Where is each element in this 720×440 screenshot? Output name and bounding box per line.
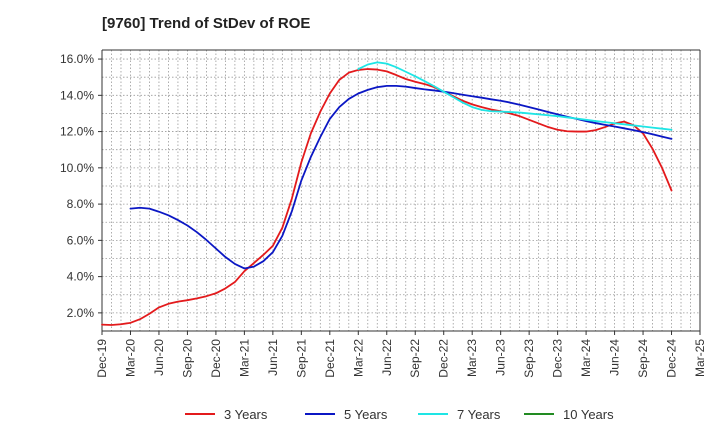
x-tick-label: Mar-20 (123, 339, 137, 377)
y-tick-label: 2.0% (67, 306, 95, 320)
legend: 3 Years 5 Years 7 Years 10 Years (185, 407, 614, 422)
legend-label: 5 Years (344, 407, 388, 422)
x-tick-label: Sep-23 (522, 339, 536, 378)
x-tick-label: Mar-25 (693, 339, 707, 377)
y-tick-label: 8.0% (67, 197, 95, 211)
y-tick-label: 4.0% (67, 270, 95, 284)
x-tick-label: Sep-20 (180, 339, 194, 378)
x-tick-label: Mar-23 (465, 339, 479, 377)
x-tick-label: Dec-19 (95, 339, 109, 378)
legend-item-5-years: 5 Years (305, 407, 388, 422)
x-tick-label: Sep-21 (294, 339, 308, 378)
x-tick-label: Dec-23 (551, 339, 565, 378)
x-tick-label: Jun-22 (380, 339, 394, 376)
x-tick-label: Sep-22 (408, 339, 422, 378)
x-tick-label: Jun-23 (494, 339, 508, 376)
y-tick-label: 10.0% (60, 161, 94, 175)
series-line-3-years (101, 68, 673, 326)
legend-item-3-years: 3 Years (185, 407, 268, 422)
x-tick-label: Dec-22 (437, 339, 451, 378)
y-tick-label: 6.0% (67, 233, 95, 247)
x-tick-label: Dec-24 (665, 339, 679, 378)
x-tick-label: Jun-24 (608, 339, 622, 376)
x-tick-label: Mar-22 (351, 339, 365, 377)
series-line-7-years (357, 61, 673, 131)
series-lines (101, 61, 673, 326)
grid-lines (101, 50, 701, 332)
x-tick-label: Dec-21 (323, 339, 337, 378)
x-axis-tick-labels: Dec-19 Mar-20 Jun-20 Sep-20 Dec-20 Mar-21 Jun-… (95, 331, 707, 378)
legend-item-7-years: 7 Years (418, 407, 501, 422)
legend-item-10-years: 10 Years (524, 407, 614, 422)
legend-label: 3 Years (224, 407, 268, 422)
legend-label: 7 Years (457, 407, 501, 422)
legend-label: 10 Years (563, 407, 614, 422)
chart-title: [9760] Trend of StDev of ROE (102, 15, 310, 32)
x-tick-label: Sep-24 (636, 339, 650, 378)
y-tick-label: 14.0% (60, 88, 94, 102)
x-tick-label: Jun-20 (152, 339, 166, 376)
axes (101, 49, 701, 332)
x-tick-label: Jun-21 (266, 339, 280, 376)
y-tick-label: 16.0% (60, 52, 94, 66)
x-tick-label: Dec-20 (209, 339, 223, 378)
x-tick-label: Mar-24 (579, 339, 593, 377)
y-tick-label: 12.0% (60, 125, 94, 139)
x-tick-label: Mar-21 (237, 339, 251, 377)
y-axis-tick-labels: 2.0% 4.0% 6.0% 8.0% 10.0% 12.0% 14.0% 16.0% (60, 52, 102, 320)
